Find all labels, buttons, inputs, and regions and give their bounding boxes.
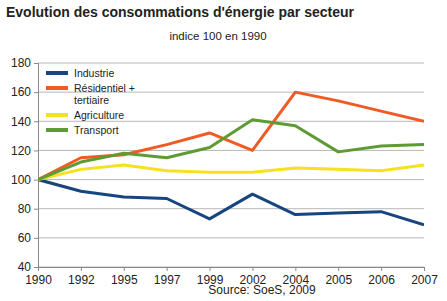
x-tick: 1995 xyxy=(111,267,138,287)
y-tick-mark xyxy=(34,63,38,64)
x-tick-label: 1995 xyxy=(111,273,138,287)
subtitle: indice 100 en 1990 xyxy=(169,30,266,42)
x-tick-label: 2005 xyxy=(325,273,352,287)
y-tick-label: 100 xyxy=(11,173,31,187)
y-tick-mark xyxy=(34,92,38,93)
x-tick-label: 1992 xyxy=(68,273,95,287)
y-tick-mark xyxy=(34,150,38,151)
grid-line xyxy=(38,63,424,64)
x-axis-line xyxy=(39,268,425,272)
x-tick-mark xyxy=(338,267,339,271)
y-tick-mark xyxy=(34,238,38,239)
x-tick-mark xyxy=(424,267,425,271)
legend: Industrie Résidentiel +tertiaire Agricultu… xyxy=(46,67,135,136)
legend-item: Transport xyxy=(46,124,119,136)
x-tick-mark xyxy=(252,267,253,271)
x-tick: 1990 xyxy=(25,267,52,287)
legend-label: Industrie xyxy=(74,67,114,79)
x-tick: 2005 xyxy=(325,267,352,287)
y-tick-label: 160 xyxy=(11,85,31,99)
x-tick: 2006 xyxy=(368,267,395,287)
x-tick-mark xyxy=(210,267,211,271)
y-tick: 140 xyxy=(11,115,38,129)
legend-item: Agriculture xyxy=(46,109,124,121)
y-tick-mark xyxy=(34,267,38,268)
x-tick-mark xyxy=(381,267,382,271)
y-tick-label: 80 xyxy=(18,202,32,216)
x-tick-mark xyxy=(167,267,168,271)
legend-label: Agriculture xyxy=(74,109,124,121)
x-tick: 1992 xyxy=(68,267,95,287)
y-tick-label: 180 xyxy=(11,56,31,70)
y-tick-label: 120 xyxy=(11,144,31,158)
grid-line xyxy=(38,179,424,180)
legend-swatch xyxy=(46,113,68,117)
y-tick: 160 xyxy=(11,85,38,99)
series-line xyxy=(38,92,424,179)
y-tick-label: 140 xyxy=(11,115,31,129)
chart: Evolution des consommations d'énergie pa… xyxy=(0,0,447,301)
y-axis: 406080100120140160180 xyxy=(11,56,39,274)
y-tick: 80 xyxy=(18,202,38,216)
legend-swatch xyxy=(46,86,68,90)
y-tick-mark xyxy=(34,121,38,122)
y-tick: 180 xyxy=(11,56,38,70)
x-tick-mark xyxy=(81,267,82,271)
y-tick: 60 xyxy=(18,231,38,245)
legend-swatch xyxy=(46,71,68,75)
x-tick-mark xyxy=(295,267,296,271)
x-tick-label: 2007 xyxy=(411,273,438,287)
title: Evolution des consommations d'énergie pa… xyxy=(6,4,355,20)
x-tick-label: 2006 xyxy=(368,273,395,287)
series-line xyxy=(38,180,424,225)
grid-line xyxy=(38,208,424,209)
x-tick-label: 1990 xyxy=(25,273,52,287)
grid xyxy=(38,63,424,267)
y-tick-mark xyxy=(34,180,38,181)
x-tick: 2007 xyxy=(411,267,438,287)
plot-area xyxy=(38,92,424,225)
y-axis-line xyxy=(34,64,39,268)
grid-line xyxy=(38,150,424,151)
legend-label: Résidentiel +tertiaire xyxy=(74,82,135,106)
y-tick-mark xyxy=(34,209,38,210)
source: Source: SoeS, 2009 xyxy=(208,283,316,297)
series-line xyxy=(38,165,424,180)
legend-item: Résidentiel +tertiaire xyxy=(46,82,135,106)
y-tick-label: 60 xyxy=(18,231,32,245)
legend-swatch xyxy=(46,128,68,132)
x-tick-mark xyxy=(38,267,39,271)
legend-label: Transport xyxy=(74,124,119,136)
legend-item: Industrie xyxy=(46,67,114,79)
y-tick: 120 xyxy=(11,144,38,158)
grid-line xyxy=(38,237,424,238)
x-tick: 1997 xyxy=(154,267,181,287)
x-tick-label: 1997 xyxy=(154,273,181,287)
x-tick-mark xyxy=(124,267,125,271)
y-tick: 100 xyxy=(11,173,38,187)
series-line xyxy=(38,120,424,180)
